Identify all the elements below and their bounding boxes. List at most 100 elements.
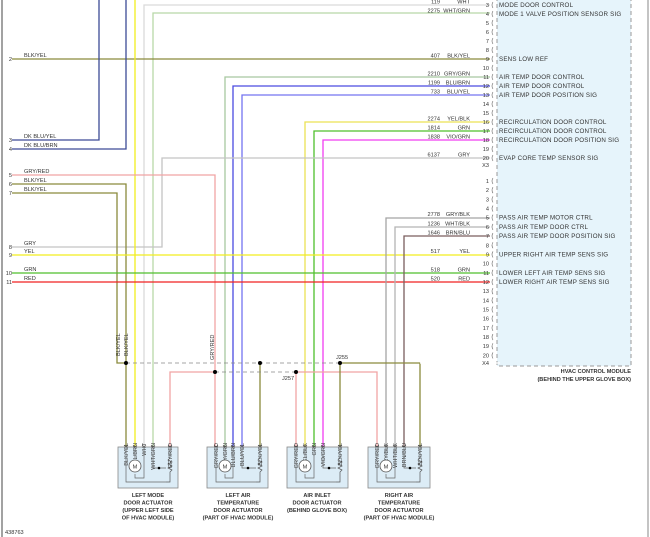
wire-yel-blk-2274	[304, 121, 490, 447]
junction-dot	[246, 466, 250, 470]
left-wire-color-label: BLK/YEL	[24, 187, 47, 193]
module-pin-number: 11	[483, 271, 489, 277]
pin-bracket	[491, 187, 494, 194]
splice-dot	[213, 370, 217, 374]
module-pin-number: 7	[486, 234, 489, 240]
pin-bracket	[491, 55, 494, 63]
module-pin-number: 15	[483, 308, 489, 314]
pin-function-label: LOWER RIGHT AIR TEMP SENS SIG	[499, 279, 610, 286]
pin-bracket	[491, 64, 494, 72]
motor-symbol-label: M	[223, 465, 228, 471]
actuator-wire-label: BLK/YEL	[338, 443, 344, 466]
pin-bracket	[491, 333, 494, 341]
actuator-name-label: LEFT MODE	[132, 493, 165, 499]
circuit-number: 1838	[428, 135, 440, 141]
junction-dot	[157, 466, 161, 470]
actuator-name-label: DOOR ACTUATOR	[214, 508, 263, 514]
pin-function-label: PASS AIR TEMP DOOR POSITION SIG	[499, 233, 616, 240]
circuit-number: 6137	[428, 153, 440, 159]
actuator-wire-label: GRY/GRN	[223, 443, 229, 469]
module-name: HVAC CONTROL MODULE	[561, 369, 632, 375]
splice-label-j255: J255	[336, 355, 348, 361]
actuator-internal-wire	[376, 447, 416, 483]
actuator-wire-label: BLU/BRN	[231, 443, 237, 467]
module-pin-number: 9	[486, 252, 489, 258]
circuit-number: 733	[431, 90, 440, 96]
pin-function-label: RECIRCULATION DOOR POSITION SIG	[499, 137, 619, 144]
circuit-number: 2778	[428, 212, 440, 218]
actuator-wire-label: VIO/GRN	[321, 443, 327, 467]
pin-bracket	[491, 343, 494, 350]
module-pin-number: 13	[483, 93, 489, 99]
left-pin-number: 10	[6, 271, 12, 277]
actuator-internal-wire	[304, 447, 315, 479]
actuator-name-label: AIR INLET	[303, 493, 331, 499]
motor-icon	[379, 459, 393, 473]
pin-function-label: MODE DOOR CONTROL	[499, 2, 574, 9]
module-pin-number: 6	[486, 30, 489, 36]
actuator-wire-label: GRY/RED	[294, 443, 300, 468]
actuator-wire-label: WHT/BLK	[393, 443, 399, 468]
wire-label: BLK/YEL	[116, 333, 122, 356]
circuit-number: 2275	[428, 9, 440, 15]
circuit-number: 1646	[428, 231, 440, 237]
left-wire-color-label: GRN	[24, 267, 36, 273]
module-pin-number: 19	[483, 147, 489, 153]
wire-color-label: YEL/BLK	[447, 117, 470, 123]
circuit-number: 518	[431, 267, 440, 273]
potentiometer-icon	[336, 447, 343, 483]
wire-color-label: WHT	[457, 0, 470, 6]
actuator-name-label: (BEHIND GLOVE BOX)	[287, 508, 347, 514]
module-pin-number: 3	[486, 3, 489, 9]
splice-dot	[258, 361, 262, 365]
pin-bracket	[491, 1, 494, 9]
actuator-internal-wire	[152, 447, 166, 469]
module-pin-number: 4	[486, 207, 489, 213]
motor-symbol-label: M	[133, 465, 138, 471]
pin-function-label: EVAP CORE TEMP SENSOR SIG	[499, 155, 598, 162]
wire-color-label: GRY/GRN	[444, 72, 470, 78]
pin-function-label: PASS AIR TEMP MOTOR CTRL	[499, 215, 593, 222]
pin-function-label: AIR TEMP DOOR CONTROL	[499, 83, 585, 90]
module-pin-number: 18	[483, 335, 489, 341]
wire-color-label: BRN/BLU	[446, 231, 470, 237]
pin-function-label: MODE 1 VALVE POSITION SENSOR SIG	[499, 11, 621, 18]
pin-bracket	[491, 73, 494, 81]
pin-bracket	[491, 10, 494, 18]
module-pin-number: 9	[486, 57, 489, 63]
actuator-name-label: LEFT AIR	[226, 493, 251, 499]
actuator-wire-label: WHT/GRN	[151, 443, 157, 470]
circuit-number: 407	[431, 54, 440, 60]
module-pin-number: 10	[483, 66, 489, 72]
pin-bracket	[491, 196, 494, 203]
pin-bracket	[491, 251, 494, 258]
pin-bracket	[491, 232, 494, 240]
wire-color-label: GRY/BLK	[446, 212, 470, 218]
circuit-number: 1814	[428, 126, 440, 132]
actuator-name-label: OF HVAC MODULE)	[122, 516, 175, 522]
left-wire-color-label: BLK/YEL	[24, 53, 47, 59]
module-pin-number: 17	[483, 129, 489, 135]
actuator-wire-label: GRY/RED	[168, 443, 174, 468]
module-pin-number: 14	[483, 102, 489, 108]
connector-x3-label: X3	[482, 163, 489, 169]
splice-dot	[124, 361, 128, 365]
module-pin-number: 18	[483, 138, 489, 144]
wire-label: GRY/RED	[210, 335, 216, 360]
left-pin-number: 5	[9, 173, 12, 179]
left-wire-color-label: GRY/RED	[24, 169, 49, 175]
pin-bracket	[491, 352, 494, 359]
wire-gry-red-left-mode	[169, 371, 215, 447]
left-pin-number: 8	[9, 245, 12, 251]
pin-bracket	[491, 127, 494, 135]
wire-blk-yel-j255	[339, 362, 421, 447]
pin-bracket	[491, 223, 494, 231]
left-wire-color-label: DK BLU/BRN	[24, 143, 58, 149]
pin-function-label: AIR TEMP DOOR CONTROL	[499, 74, 585, 81]
pin-bracket	[491, 91, 494, 99]
pin-function-label: SENS LOW REF	[499, 56, 548, 63]
junction-dot	[327, 466, 331, 470]
module-pin-number: 8	[486, 243, 489, 249]
actuator-name-label: TEMPERATURE	[378, 501, 420, 507]
wire-gry-blk-2778	[385, 217, 490, 447]
